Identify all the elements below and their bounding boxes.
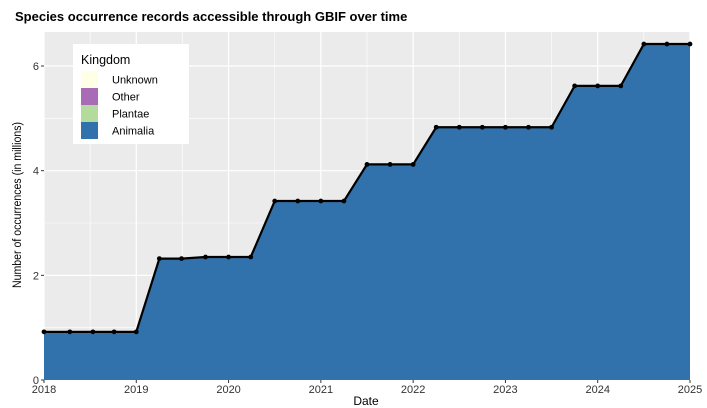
data-point <box>387 161 393 167</box>
data-point <box>456 124 462 130</box>
x-tick-label: 2023 <box>493 384 517 396</box>
data-point <box>203 254 208 260</box>
data-point <box>90 329 96 335</box>
plot-area <box>41 32 693 381</box>
chart-title: Species occurrence records accessible th… <box>15 9 407 24</box>
legend-label-unknown: Unknown <box>112 75 158 87</box>
data-point <box>618 83 624 89</box>
x-tick-label: 2021 <box>309 384 333 396</box>
x-tick-label: 2024 <box>585 384 609 396</box>
data-point <box>318 198 324 204</box>
x-tick-label: 2018 <box>32 384 56 396</box>
data-point <box>526 124 531 130</box>
legend-swatch-unknown <box>81 71 98 88</box>
data-point <box>156 256 162 261</box>
data-point <box>364 161 370 167</box>
legend-label-plantae: Plantae <box>112 109 149 121</box>
data-point <box>295 198 301 204</box>
data-point <box>687 41 693 47</box>
data-point <box>111 329 117 335</box>
y-tick-label: 2 <box>33 270 39 282</box>
x-axis: 2018 2019 2020 2021 2022 2023 2024 2025 <box>32 380 702 396</box>
data-point <box>67 329 73 335</box>
data-point <box>479 124 485 130</box>
legend-swatch-plantae <box>81 105 98 122</box>
data-point <box>410 161 416 167</box>
data-point <box>641 41 647 47</box>
legend-swatch-animalia <box>81 122 98 139</box>
data-point <box>226 254 231 260</box>
y-axis-title: Number of occurrences (in millions) <box>11 122 24 288</box>
data-point <box>272 198 278 204</box>
x-tick-label: 2020 <box>216 384 240 396</box>
data-point <box>595 83 601 89</box>
data-point <box>503 124 508 130</box>
data-point <box>572 83 578 89</box>
data-point <box>664 41 670 47</box>
y-axis: 0 2 4 6 <box>33 61 44 387</box>
legend-label-other: Other <box>112 92 140 104</box>
y-tick-label: 4 <box>33 166 39 178</box>
y-tick-label: 6 <box>33 61 39 73</box>
data-point <box>41 329 47 335</box>
data-point <box>133 329 139 335</box>
x-axis-title: Date <box>353 394 379 408</box>
data-point <box>433 124 439 130</box>
x-tick-label: 2025 <box>678 384 702 396</box>
data-point <box>549 124 554 130</box>
legend: Kingdom Unknown Other Plantae Animalia <box>73 44 189 144</box>
legend-title: Kingdom <box>81 53 130 67</box>
y-tick-label: 0 <box>33 375 39 387</box>
data-point <box>248 254 254 260</box>
data-point <box>179 256 184 261</box>
x-tick-label: 2019 <box>124 384 148 396</box>
legend-swatch-other <box>81 88 98 105</box>
x-tick-label: 2022 <box>401 384 425 396</box>
legend-label-animalia: Animalia <box>112 126 155 138</box>
data-point <box>341 198 347 204</box>
